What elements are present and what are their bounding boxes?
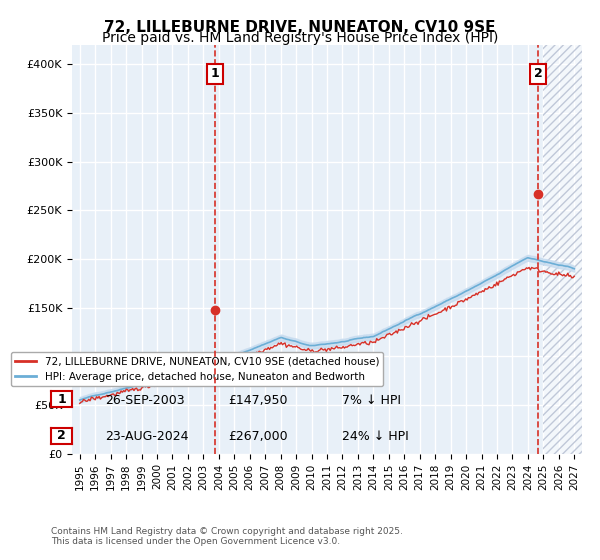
Text: 1: 1 <box>211 68 219 81</box>
Text: £147,950: £147,950 <box>228 394 287 407</box>
Text: 2: 2 <box>533 68 542 81</box>
Text: £267,000: £267,000 <box>228 430 287 444</box>
Text: 24% ↓ HPI: 24% ↓ HPI <box>342 430 409 444</box>
Text: 7% ↓ HPI: 7% ↓ HPI <box>342 394 401 407</box>
Text: 72, LILLEBURNE DRIVE, NUNEATON, CV10 9SE: 72, LILLEBURNE DRIVE, NUNEATON, CV10 9SE <box>104 20 496 35</box>
Text: 1: 1 <box>57 393 66 406</box>
Text: 26-SEP-2003: 26-SEP-2003 <box>105 394 185 407</box>
Text: Contains HM Land Registry data © Crown copyright and database right 2025.
This d: Contains HM Land Registry data © Crown c… <box>51 526 403 546</box>
Legend: 72, LILLEBURNE DRIVE, NUNEATON, CV10 9SE (detached house), HPI: Average price, d: 72, LILLEBURNE DRIVE, NUNEATON, CV10 9SE… <box>11 352 383 386</box>
Text: Price paid vs. HM Land Registry's House Price Index (HPI): Price paid vs. HM Land Registry's House … <box>102 31 498 45</box>
Text: 2: 2 <box>57 429 66 442</box>
Text: 23-AUG-2024: 23-AUG-2024 <box>105 430 188 444</box>
